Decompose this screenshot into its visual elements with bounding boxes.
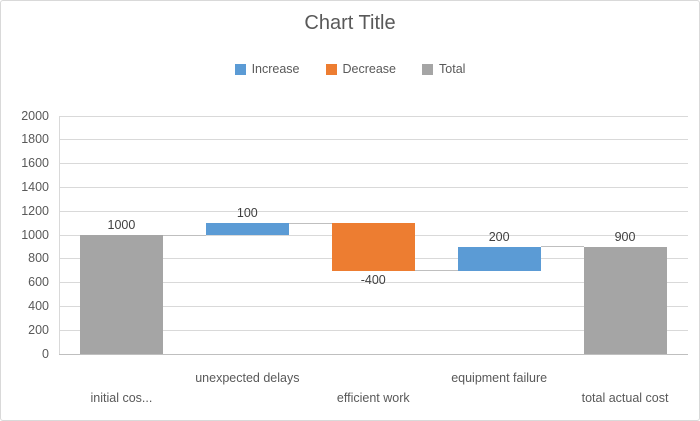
chart-title[interactable]: Chart Title xyxy=(304,12,396,34)
y-axis-tick-label: 2000 xyxy=(21,108,49,123)
gridline xyxy=(58,305,688,307)
gridline xyxy=(58,282,688,284)
connector-line xyxy=(540,246,584,248)
y-axis-tick-label: 600 xyxy=(28,275,49,290)
legend-label: Total xyxy=(439,62,466,76)
y-axis-tick-label: 0 xyxy=(42,346,49,361)
x-axis-category-label: initial cos... xyxy=(90,391,153,405)
bar-increase[interactable] xyxy=(205,223,289,235)
y-axis-tick-label: 1000 xyxy=(21,227,49,242)
legend-swatch-total-icon xyxy=(422,63,434,75)
bar-total[interactable] xyxy=(79,235,163,354)
y-axis-tick-label: 1400 xyxy=(21,179,49,194)
data-label: 200 xyxy=(488,229,510,244)
legend: Increase Decrease Total xyxy=(1,62,699,76)
y-axis-tick-label: 1600 xyxy=(21,156,49,171)
legend-item-decrease[interactable]: Decrease xyxy=(325,62,397,76)
connector-line xyxy=(288,222,332,224)
bar-decrease[interactable] xyxy=(331,223,415,271)
legend-item-increase[interactable]: Increase xyxy=(234,62,300,76)
x-axis-category-label: equipment failure xyxy=(451,371,548,385)
gridline xyxy=(58,186,688,188)
legend-label: Increase xyxy=(251,62,300,76)
gridline xyxy=(58,115,688,117)
gridline xyxy=(58,139,688,141)
bar-increase[interactable] xyxy=(457,246,541,271)
x-axis-category-label: total actual cost xyxy=(581,391,669,405)
gridline xyxy=(58,163,688,165)
data-label: 900 xyxy=(614,229,636,244)
data-label: -400 xyxy=(360,272,386,287)
legend-swatch-increase-icon xyxy=(234,63,246,75)
gridline xyxy=(58,210,688,212)
y-axis-tick-label: 400 xyxy=(28,298,49,313)
y-axis-line xyxy=(58,116,60,354)
connector-line xyxy=(162,234,206,236)
legend-label: Decrease xyxy=(342,62,397,76)
y-axis-tick-label: 200 xyxy=(28,322,49,337)
gridline xyxy=(58,329,688,331)
x-axis-category-label: efficient work xyxy=(336,391,410,405)
connector-line xyxy=(414,270,458,272)
bar-total[interactable] xyxy=(583,246,667,354)
y-axis-tick-label: 1200 xyxy=(21,203,49,218)
x-axis-category-label: unexpected delays xyxy=(195,371,300,385)
data-label: 100 xyxy=(236,206,258,221)
data-label: 1000 xyxy=(107,218,136,232)
legend-swatch-decrease-icon xyxy=(325,63,337,75)
legend-item-total[interactable]: Total xyxy=(422,62,465,76)
x-axis-line xyxy=(58,353,688,355)
y-axis-tick-label: 800 xyxy=(28,251,49,266)
y-axis-tick-label: 1800 xyxy=(21,132,49,147)
